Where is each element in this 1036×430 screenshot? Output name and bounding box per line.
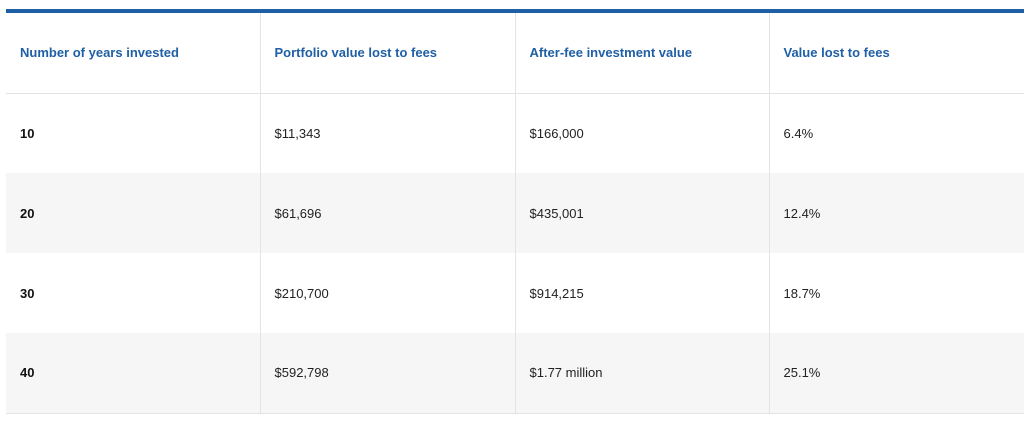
fees-table-container: Number of years invested Portfolio value… xyxy=(6,9,1024,414)
table-row: 10 $11,343 $166,000 6.4% xyxy=(6,93,1024,173)
cell-after-fee-value: $1.77 million xyxy=(515,333,770,414)
cell-after-fee-value: $914,215 xyxy=(515,253,770,333)
cell-portfolio-value-lost: $11,343 xyxy=(260,93,516,173)
cell-years: 30 xyxy=(6,253,261,333)
table-top-rule xyxy=(6,9,1024,13)
cell-after-fee-value: $435,001 xyxy=(515,173,770,253)
table-row: 20 $61,696 $435,001 12.4% xyxy=(6,173,1024,253)
cell-years: 20 xyxy=(6,173,261,253)
header-value-lost-pct: Value lost to fees xyxy=(769,13,1024,94)
cell-years: 10 xyxy=(6,93,261,173)
cell-value-lost-pct: 18.7% xyxy=(783,285,821,301)
header-portfolio-value-lost: Portfolio value lost to fees xyxy=(260,13,516,94)
cell-portfolio-value-lost: $61,696 xyxy=(260,173,516,253)
cell-after-fee-value: $166,000 xyxy=(515,93,770,173)
cell-value-lost-pct: 25.1% xyxy=(769,333,1024,414)
cell-value-lost-pct: 12.4% xyxy=(783,205,821,221)
cell-value-lost-pct: 6.4% xyxy=(783,125,814,141)
header-after-fee-value: After-fee investment value xyxy=(515,13,770,94)
table-row: 30 $210,700 $914,215 18.7% xyxy=(6,253,1024,333)
cell-portfolio-value-lost: $210,700 xyxy=(260,253,516,333)
fees-table: Number of years invested Portfolio value… xyxy=(6,13,1024,414)
table-row: 40 $592,798 $1.77 million 25.1% xyxy=(6,333,1024,414)
table-header-row: Number of years invested Portfolio value… xyxy=(6,13,1024,94)
cell-portfolio-value-lost: $592,798 xyxy=(260,333,516,414)
cell-years: 40 xyxy=(6,333,261,414)
header-years-invested: Number of years invested xyxy=(6,13,261,94)
